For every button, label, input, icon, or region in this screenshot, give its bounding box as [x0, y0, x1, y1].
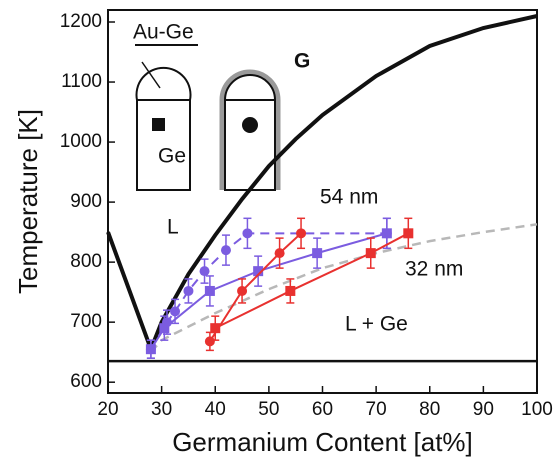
y-tick-label: 600 [70, 371, 102, 392]
x-tick-label: 50 [258, 399, 279, 420]
marker [145, 344, 156, 355]
marker [381, 228, 392, 239]
marker [403, 228, 414, 239]
droplet-b-shell [219, 69, 281, 190]
y-axis-title: Temperature [K] [13, 109, 43, 294]
marker [183, 285, 194, 296]
annotation: 54 nm [320, 186, 378, 209]
series-line [209, 232, 302, 342]
marker [296, 228, 307, 239]
annotation: G [294, 50, 310, 73]
annotation: Au-Ge [133, 21, 194, 44]
marker [237, 285, 248, 296]
ge-dot [242, 117, 258, 133]
y-tick-label: 1000 [60, 131, 102, 152]
marker [285, 285, 296, 296]
x-tick-label: 70 [366, 399, 387, 420]
marker [220, 245, 231, 256]
marker [170, 306, 181, 317]
marker [159, 323, 170, 334]
x-tick-label: 60 [312, 399, 333, 420]
y-tick-label: 800 [70, 251, 102, 272]
marker [274, 248, 285, 259]
x-tick-label: 90 [473, 399, 494, 420]
marker [161, 317, 172, 328]
y-tick-label: 1200 [60, 11, 102, 32]
y-tick-label: 900 [70, 191, 102, 212]
marker [204, 336, 215, 347]
series-line [106, 14, 538, 355]
marker [312, 248, 323, 259]
marker [253, 266, 264, 277]
label-pointer [141, 61, 161, 89]
inset-schematic [135, 44, 281, 191]
marker [210, 323, 221, 334]
y-tick-label: 700 [70, 311, 102, 332]
x-tick-label: 80 [419, 399, 440, 420]
annotation: 32 nm [405, 258, 463, 281]
annotation: L + Ge [345, 313, 408, 336]
series-line [149, 223, 538, 354]
marker [365, 248, 376, 259]
x-tick-label: 20 [97, 399, 118, 420]
series-line [214, 232, 409, 330]
annotation: Ge [158, 145, 186, 168]
x-tick-label: 40 [205, 399, 226, 420]
x-tick-label: 100 [521, 399, 553, 420]
marker [204, 285, 215, 296]
marker [242, 228, 253, 239]
annotation: L [167, 216, 179, 239]
x-axis-title: Germanium Content [at%] [172, 427, 473, 457]
x-tick-label: 30 [151, 399, 172, 420]
ge-square [152, 118, 165, 131]
marker [199, 266, 210, 277]
y-tick-label: 1100 [61, 71, 102, 92]
